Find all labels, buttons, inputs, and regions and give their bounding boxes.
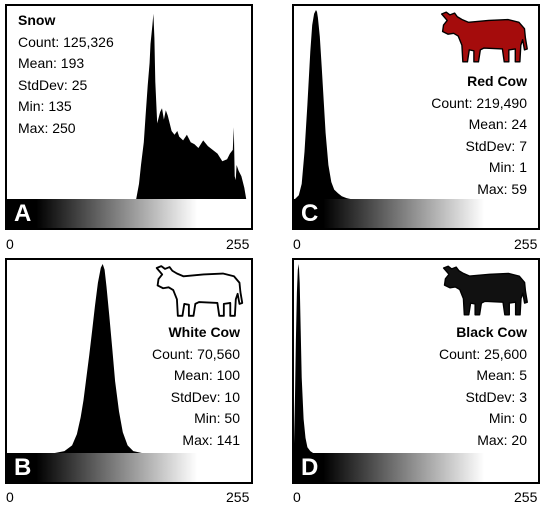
histogram-area: [54, 264, 142, 453]
panel-letter: B: [14, 454, 32, 481]
stat-mean: Mean: 100: [173, 367, 240, 383]
histogram-plot: [136, 13, 247, 199]
histogram-panel-snow: A Snow Count: 125,326 Mean: 193 StdDev: …: [5, 4, 253, 230]
sample-name: Red Cow: [467, 73, 527, 89]
sample-name: White Cow: [168, 324, 240, 340]
stat-stddev: StdDev: 3: [465, 388, 527, 405]
stat-count: Count: 125,326: [18, 33, 114, 50]
stats-block: Red Cow Count: 219,490 Mean: 24 StdDev: …: [431, 71, 527, 200]
axis-max-label: 255: [514, 489, 538, 505]
stats-block: White Cow Count: 70,560 Mean: 100 StdDev…: [152, 322, 240, 451]
axis-max-label: 255: [226, 489, 250, 505]
stat-stddev: StdDev: 25: [18, 76, 88, 93]
stat-max: Max: 20: [477, 431, 527, 448]
panel-letter: D: [301, 454, 319, 481]
axis-min-label: 0: [6, 489, 14, 505]
panel-letter: C: [301, 200, 319, 227]
axis-min-label: 0: [293, 489, 301, 505]
stat-mean: Mean: 193: [18, 55, 85, 71]
stat-min: Min: 0: [488, 410, 527, 426]
histogram-panel-white-cow: B White Cow Count: 70,560 Mean: 100 StdD…: [5, 258, 253, 484]
axis-max-label: 255: [226, 236, 250, 252]
panel-letter: A: [14, 200, 32, 227]
axis-max-label: 255: [514, 236, 538, 252]
cow-outline-icon: [155, 265, 244, 317]
stat-max: Max: 250: [18, 119, 76, 136]
histogram-plot: [295, 10, 351, 199]
stat-max: Max: 141: [182, 431, 240, 448]
sample-name: Black Cow: [456, 324, 527, 340]
intensity-gradient-bar: [7, 453, 251, 482]
stat-min: Min: 50: [194, 410, 240, 426]
stat-min: Min: 1: [488, 159, 527, 175]
stat-stddev: StdDev: 7: [465, 137, 527, 154]
cow-icon: [440, 11, 528, 63]
stat-count: Count: 70,560: [152, 345, 240, 362]
histogram-area: [295, 10, 351, 199]
axis-min-label: 0: [293, 236, 301, 252]
histogram-plot: [54, 264, 142, 453]
stat-min: Min: 135: [18, 98, 72, 114]
histogram-area: [136, 13, 247, 199]
axis-min-label: 0: [6, 236, 14, 252]
stat-mean: Mean: 24: [468, 116, 527, 132]
histogram-area: [294, 264, 314, 453]
histogram-panel-red-cow: C Red Cow Count: 219,490 Mean: 24 StdDev…: [292, 4, 540, 230]
stat-mean: Mean: 5: [476, 367, 527, 383]
stats-block: Black Cow Count: 25,600 Mean: 5 StdDev: …: [439, 322, 527, 451]
histogram-panel-black-cow: D Black Cow Count: 25,600 Mean: 5 StdDev…: [292, 258, 540, 484]
stat-count: Count: 25,600: [439, 345, 527, 362]
intensity-gradient-bar: [7, 199, 251, 228]
stat-count: Count: 219,490: [431, 94, 527, 111]
intensity-gradient-bar: [294, 453, 538, 482]
stats-block: Snow Count: 125,326 Mean: 193 StdDev: 25…: [18, 10, 114, 139]
cow-icon: [442, 265, 528, 316]
sample-name: Snow: [18, 12, 56, 28]
histogram-plot: [294, 264, 314, 453]
stat-max: Max: 59: [477, 180, 527, 197]
intensity-gradient-bar: [294, 199, 538, 228]
stat-stddev: StdDev: 10: [170, 388, 240, 405]
